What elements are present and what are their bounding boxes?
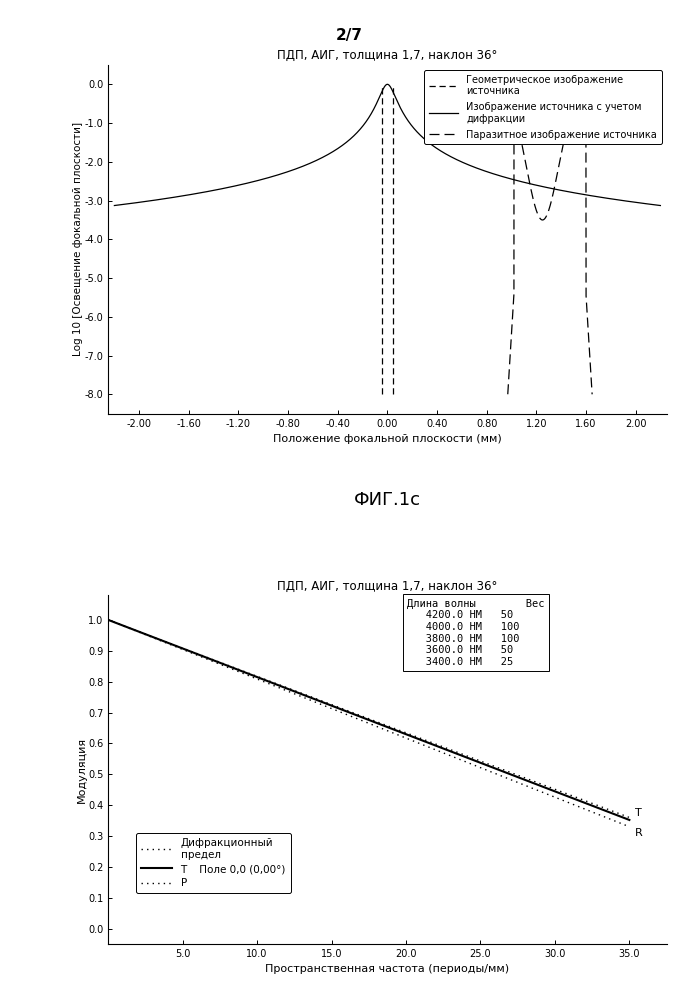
Y-axis label: Log 10 [Освещение фокальной плоскости]: Log 10 [Освещение фокальной плоскости] [73, 122, 83, 357]
Legend: Дифракционный
предел, T    Поле 0,0 (0,00°), P: Дифракционный предел, T Поле 0,0 (0,00°)… [135, 833, 291, 893]
Text: 2/7: 2/7 [336, 28, 362, 43]
Title: ПДП, АИГ, толщина 1,7, наклон 36°: ПДП, АИГ, толщина 1,7, наклон 36° [277, 49, 498, 62]
Text: T: T [635, 808, 642, 818]
Title: ПДП, АИГ, толщина 1,7, наклон 36°: ПДП, АИГ, толщина 1,7, наклон 36° [277, 579, 498, 592]
Y-axis label: Модуляция: Модуляция [77, 736, 87, 802]
Legend: Геометрическое изображение
источника, Изображение источника с учетом
дифракции, : Геометрическое изображение источника, Из… [424, 70, 662, 145]
Text: Длина волны        Вес
   4200.0 НМ   50
   4000.0 НМ   100
   3800.0 НМ   100
 : Длина волны Вес 4200.0 НМ 50 4000.0 НМ 1… [407, 598, 544, 666]
X-axis label: Положение фокальной плоскости (мм): Положение фокальной плоскости (мм) [273, 435, 502, 445]
Text: R: R [635, 828, 643, 838]
Text: ФИГ.1с: ФИГ.1с [354, 491, 421, 508]
X-axis label: Пространственная частота (периоды/мм): Пространственная частота (периоды/мм) [265, 964, 510, 974]
